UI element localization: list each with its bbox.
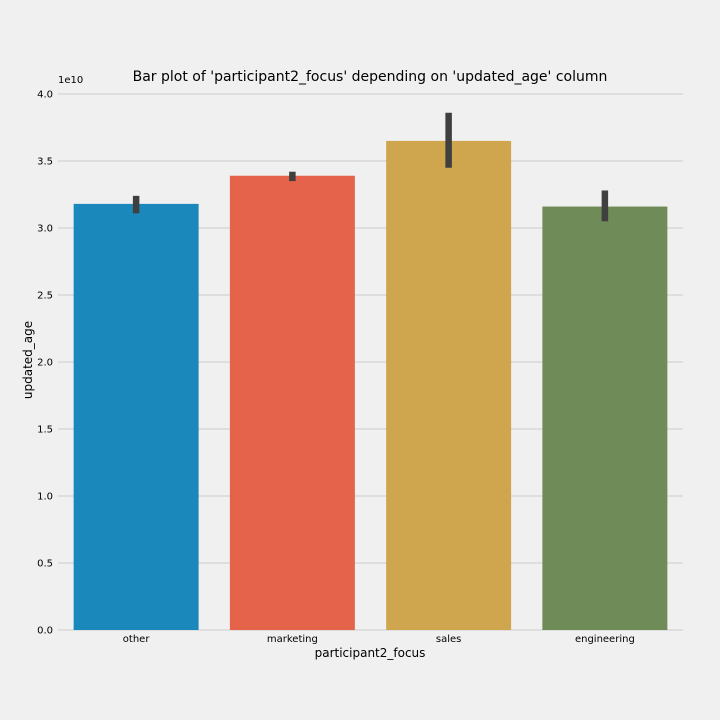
y-tick-label: 0.5 — [37, 559, 53, 570]
y-tick-label: 3.5 — [37, 157, 53, 168]
y-tick-label: 3.0 — [37, 224, 53, 235]
x-tick-label: engineering — [575, 634, 635, 645]
x-tick-label: other — [123, 634, 151, 645]
y-axis-label: updated_age — [21, 321, 35, 399]
y-tick-labels: 0.0 0.5 1.0 1.5 2.0 2.5 3.0 3.5 4.0 — [37, 90, 53, 637]
y-tick-label: 0.0 — [37, 626, 53, 637]
bar-sales — [386, 140, 512, 630]
y-offset-label: 1e10 — [58, 75, 83, 86]
x-tick-labels: other marketing sales engineering — [123, 634, 635, 645]
y-tick-label: 2.5 — [37, 291, 53, 302]
x-tick-label: marketing — [267, 634, 318, 645]
y-tick-label: 4.0 — [37, 90, 53, 101]
error-bars — [132, 112, 609, 222]
y-tick-label: 2.0 — [37, 358, 53, 369]
bar-other — [73, 203, 199, 630]
bar-engineering — [542, 206, 668, 630]
chart-title: Bar plot of 'participant2_focus' dependi… — [133, 69, 608, 85]
x-tick-label: sales — [436, 634, 461, 645]
bar-marketing — [229, 175, 355, 631]
y-tick-label: 1.5 — [37, 425, 53, 436]
y-tick-label: 1.0 — [37, 492, 53, 503]
bars — [73, 140, 668, 631]
x-axis-label: participant2_focus — [315, 646, 426, 660]
